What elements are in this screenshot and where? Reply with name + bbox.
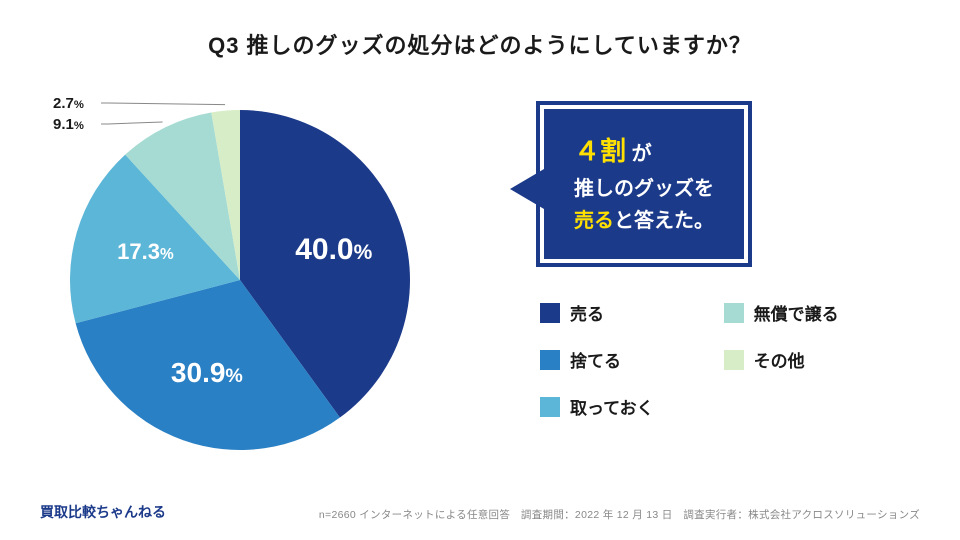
legend-item: 無償で譲る xyxy=(724,300,839,325)
callout: ４割 が 推しのグッズを 売ると答えた。 xyxy=(540,105,748,263)
slice-label: 40.0% xyxy=(295,233,372,267)
legend-label: 捨てる xyxy=(570,347,621,372)
callout-hl-1: ４割 xyxy=(574,136,626,166)
slice-label-ext: 9.1% xyxy=(53,116,84,133)
slice-label: 30.9% xyxy=(171,357,243,389)
legend: 売る 無償で譲る捨てる その他取っておく xyxy=(540,300,839,419)
footer: 買取比較ちゃんねる n=2660 インターネットによる任意回答 調査期間：202… xyxy=(0,502,960,522)
legend-swatch xyxy=(540,303,560,323)
leader-lines xyxy=(30,70,450,490)
legend-item: 売る xyxy=(540,300,654,325)
legend-label: 取っておく xyxy=(570,394,654,419)
callout-hl-2: 売る xyxy=(574,210,614,232)
callout-line-2: 推しのグッズを xyxy=(574,173,714,205)
legend-label: 無償で譲る xyxy=(754,300,839,325)
pie-chart: 40.0%30.9%17.3%9.1%2.7% xyxy=(60,100,420,460)
legend-swatch xyxy=(540,397,560,417)
page-title: Q3 推しのグッズの処分はどのようにしていますか？ xyxy=(0,0,960,60)
callout-line-3: 売ると答えた。 xyxy=(574,205,714,237)
legend-item: 取っておく xyxy=(540,394,654,419)
slice-label: 17.3% xyxy=(117,239,174,265)
legend-label: その他 xyxy=(754,347,805,372)
legend-swatch xyxy=(540,350,560,370)
legend-label: 売る xyxy=(570,300,604,325)
legend-item: その他 xyxy=(724,347,839,372)
brand: 買取比較ちゃんねる xyxy=(40,502,166,522)
meta: n=2660 インターネットによる任意回答 調査期間：2022 年 12 月 1… xyxy=(319,507,920,522)
legend-swatch xyxy=(724,350,744,370)
callout-line-1: ４割 が xyxy=(574,131,714,173)
slice-label-ext: 2.7% xyxy=(53,95,84,112)
legend-item: 捨てる xyxy=(540,347,654,372)
callout-pointer xyxy=(510,169,544,209)
legend-swatch xyxy=(724,303,744,323)
